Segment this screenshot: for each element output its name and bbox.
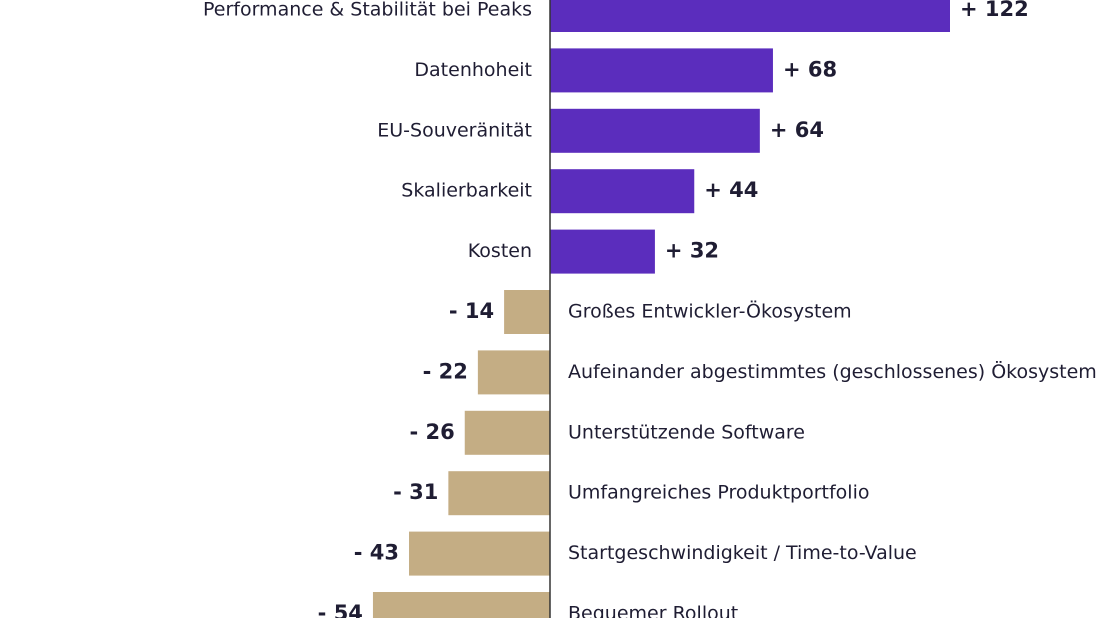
bar [372, 592, 550, 618]
value-label: + 32 [665, 239, 719, 263]
value-label: - 54 [318, 601, 363, 618]
category-label: Kosten [468, 240, 532, 262]
bar [550, 48, 773, 93]
value-label: - 22 [423, 359, 468, 383]
value-label: - 14 [449, 299, 494, 323]
value-label: - 31 [393, 480, 438, 504]
category-label: Bequemer Rollout [568, 603, 738, 618]
bar [504, 290, 550, 334]
bar [550, 108, 760, 153]
category-label: Unterstützende Software [568, 421, 805, 443]
category-label: EU-Souveränität [377, 119, 532, 141]
category-label: Umfangreiches Produktportfolio [568, 482, 869, 504]
bar [464, 410, 550, 455]
bar [550, 169, 695, 214]
category-label: Startgeschwindigkeit / Time-to-Value [568, 542, 917, 564]
value-label: + 44 [704, 178, 758, 202]
bar [409, 531, 550, 576]
bar [448, 471, 550, 516]
category-label: Großes Entwickler-Ökosystem [568, 300, 852, 323]
value-label: - 26 [409, 420, 454, 444]
category-label: Datenhoheit [414, 59, 532, 81]
bar [550, 0, 950, 32]
value-label: - 43 [354, 541, 399, 565]
category-label: Skalierbarkeit [401, 180, 532, 202]
category-label: Aufeinander abgestimmtes (geschlossenes)… [568, 360, 1097, 383]
bar [477, 350, 550, 395]
value-label: + 68 [783, 57, 837, 81]
category-label: Performance & Stabilität bei Peaks [203, 0, 532, 21]
value-label: + 122 [960, 0, 1029, 21]
bar [550, 229, 655, 274]
value-label: + 64 [770, 118, 824, 142]
